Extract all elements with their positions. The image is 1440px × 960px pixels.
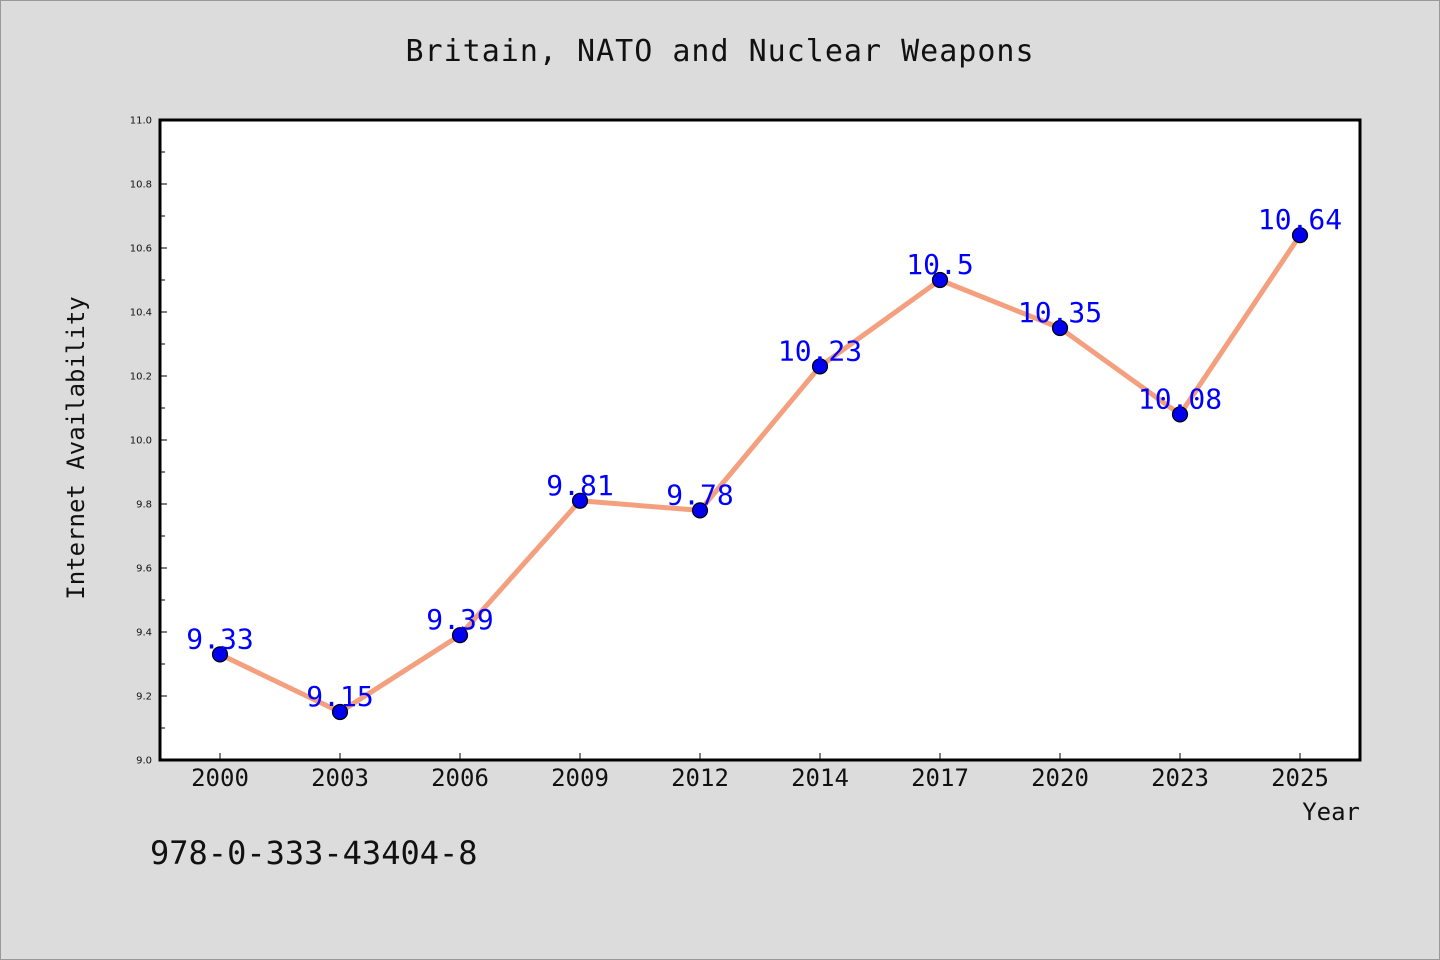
series-line bbox=[217, 232, 1303, 715]
y-tick-label: 9.8 bbox=[136, 500, 152, 511]
data-label: 10.08 bbox=[1138, 382, 1222, 415]
data-label: 10.5 bbox=[906, 248, 973, 281]
x-tick-label: 2009 bbox=[551, 764, 609, 792]
data-point bbox=[331, 703, 349, 721]
y-tick-label: 10.8 bbox=[130, 180, 152, 191]
data-label: 10.35 bbox=[1018, 296, 1102, 329]
y-tick-label: 10.6 bbox=[130, 244, 152, 255]
data-point bbox=[931, 271, 949, 289]
x-tick-label: 2000 bbox=[191, 764, 249, 792]
data-point bbox=[1291, 227, 1309, 244]
data-point bbox=[451, 627, 469, 644]
data-point bbox=[811, 358, 829, 375]
x-tick-label: 2014 bbox=[791, 764, 849, 792]
x-tick-label: 2012 bbox=[671, 764, 729, 792]
data-label: 9.81 bbox=[546, 469, 613, 502]
y-tick-label: 9.0 bbox=[136, 756, 152, 767]
y-tick-label: 9.6 bbox=[136, 564, 152, 575]
y-tick-label: 10.0 bbox=[130, 436, 152, 447]
data-label: 10.23 bbox=[778, 334, 862, 367]
y-tick-label: 9.2 bbox=[136, 692, 152, 703]
x-tick-label: 2003 bbox=[311, 764, 369, 792]
isbn-text: 978-0-333-43404-8 bbox=[150, 834, 478, 872]
x-tick-label: 2006 bbox=[431, 764, 489, 792]
data-point bbox=[1051, 319, 1069, 337]
x-tick-label: 2025 bbox=[1271, 764, 1329, 792]
y-tick-label: 9.4 bbox=[136, 628, 152, 639]
x-axis-label: Year bbox=[1302, 798, 1360, 826]
data-label: 9.78 bbox=[666, 478, 733, 511]
y-tick-label: 10.2 bbox=[130, 372, 152, 383]
data-label: 9.33 bbox=[186, 622, 253, 655]
data-point bbox=[571, 492, 589, 509]
y-axis-label: Internet Availability bbox=[62, 296, 90, 599]
data-label: 10.64 bbox=[1258, 203, 1342, 236]
y-tick-label: 11.0 bbox=[130, 116, 152, 127]
y-tick-label: 10.4 bbox=[130, 308, 152, 319]
data-label: 9.39 bbox=[426, 603, 493, 636]
x-tick-label: 2017 bbox=[911, 764, 969, 792]
chart-title: Britain, NATO and Nuclear Weapons bbox=[405, 34, 1035, 69]
data-point bbox=[691, 502, 709, 519]
x-tick-label: 2023 bbox=[1151, 764, 1209, 792]
data-label: 9.15 bbox=[306, 680, 373, 713]
x-tick-label: 2020 bbox=[1031, 764, 1089, 792]
data-point bbox=[211, 646, 229, 663]
data-point bbox=[1171, 406, 1189, 423]
